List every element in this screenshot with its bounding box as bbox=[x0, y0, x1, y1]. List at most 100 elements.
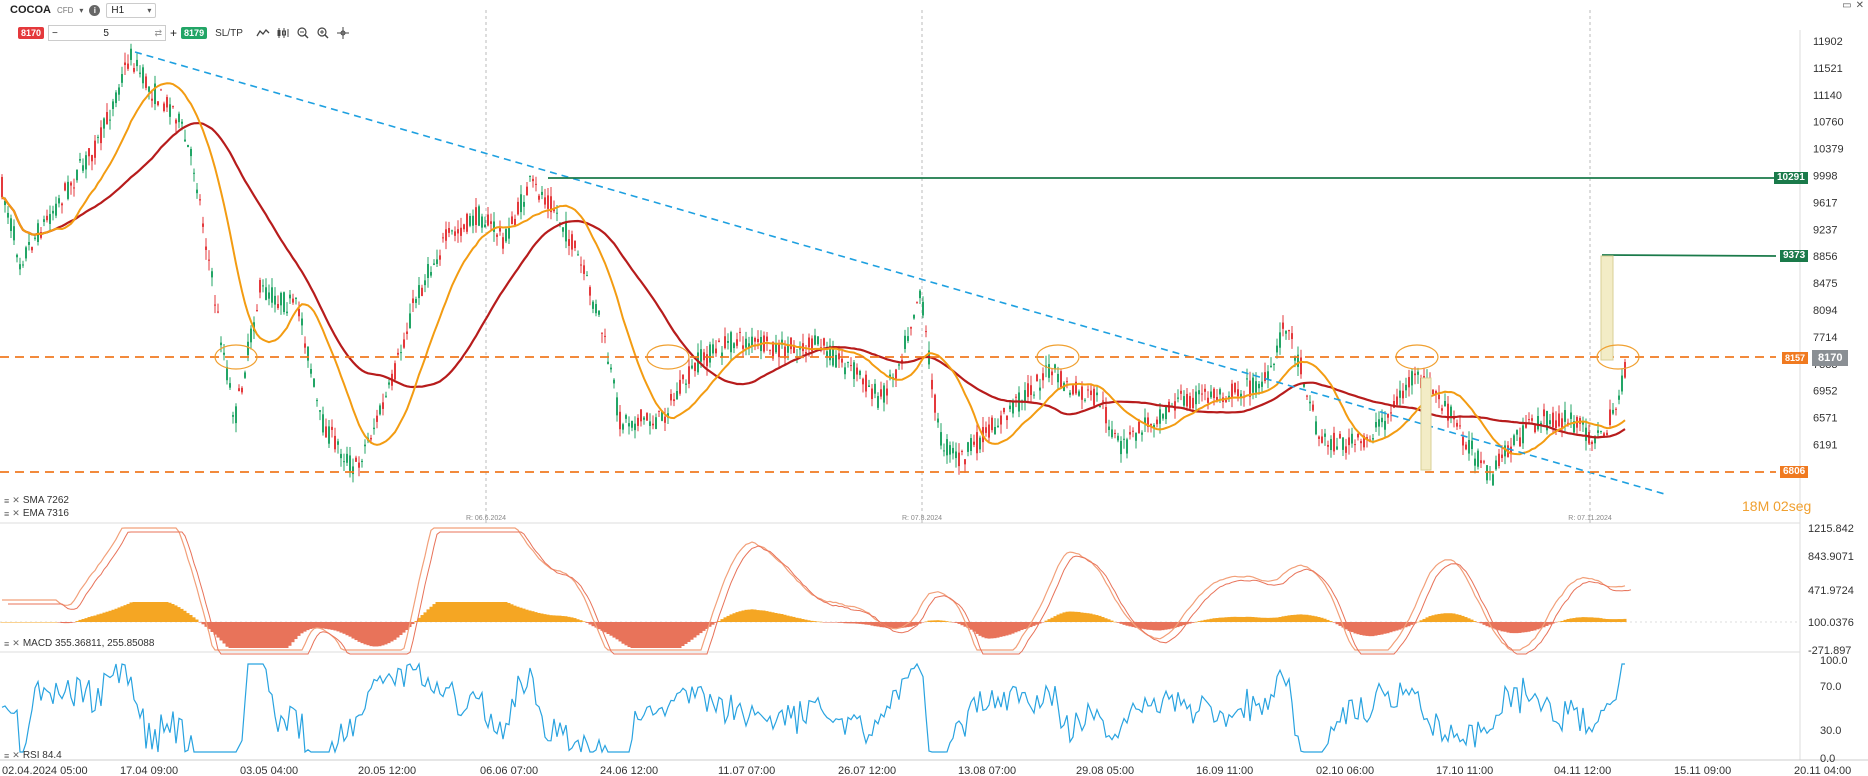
decrease-button[interactable]: − bbox=[52, 27, 58, 39]
sltp-button[interactable]: SL/TP bbox=[215, 27, 243, 39]
timeframe-select[interactable]: H1 ▾ bbox=[106, 2, 157, 18]
close-icon[interactable]: ✕ bbox=[1855, 0, 1864, 11]
rsi-line[interactable] bbox=[1, 662, 1625, 754]
date-axis-label: 20.05 12:00 bbox=[358, 765, 416, 776]
macd-bar bbox=[1572, 618, 1576, 622]
rsi-legend[interactable]: ≡ ✕ RSI 84.4 bbox=[4, 750, 62, 761]
macd-bar bbox=[795, 617, 799, 622]
zoom-out-icon[interactable] bbox=[295, 26, 311, 40]
candle-body bbox=[274, 295, 276, 305]
quantity-stepper[interactable]: − 5 ⇄ bbox=[48, 25, 167, 41]
macd-bar bbox=[1092, 614, 1096, 622]
quantity-input[interactable]: 5 bbox=[103, 27, 109, 39]
candle-body bbox=[976, 432, 978, 454]
close-icon[interactable]: ✕ bbox=[12, 508, 20, 518]
candle-body bbox=[595, 304, 597, 314]
buy-button[interactable]: 8179 bbox=[181, 27, 208, 39]
zoom-in-icon[interactable] bbox=[315, 26, 331, 40]
macd-bar bbox=[1620, 619, 1624, 622]
macd-legend[interactable]: ≡ ✕ MACD 355.36811, 255.85088 bbox=[4, 638, 154, 649]
macd-bar bbox=[420, 615, 424, 622]
candle-body bbox=[736, 339, 738, 346]
rollover-markers: R: 06.6.2024 R: 07.8.2024 R: 07.11.2024 bbox=[466, 10, 1612, 523]
maximize-icon[interactable]: ▭ bbox=[1842, 0, 1852, 11]
candle-body bbox=[634, 423, 636, 431]
macd-bar bbox=[132, 602, 136, 622]
macd-bar bbox=[771, 612, 775, 622]
candle-body bbox=[1069, 392, 1071, 395]
line-chart-icon[interactable] bbox=[255, 26, 271, 40]
candle-body bbox=[1381, 417, 1383, 423]
swap-icon[interactable]: ⇄ bbox=[154, 27, 163, 38]
macd-bar bbox=[1068, 611, 1072, 622]
candle-body bbox=[1342, 437, 1344, 450]
candle-body bbox=[1270, 365, 1272, 368]
macd-bar bbox=[1422, 618, 1426, 622]
sma-legend[interactable]: ≡ ✕ SMA 7262 bbox=[4, 495, 69, 506]
close-icon[interactable]: ✕ bbox=[12, 495, 20, 505]
macd-bar bbox=[249, 622, 253, 648]
candle-body bbox=[1411, 371, 1413, 386]
candle-body bbox=[1267, 371, 1269, 380]
macd-bar bbox=[435, 602, 439, 622]
menu-icon[interactable]: ≡ bbox=[4, 495, 10, 506]
candle-body bbox=[520, 194, 522, 213]
touch-ellipse bbox=[1395, 344, 1439, 370]
macd-signal-line[interactable] bbox=[8, 531, 1632, 655]
macd-bar bbox=[105, 611, 109, 622]
menu-icon[interactable]: ≡ bbox=[4, 638, 10, 649]
crosshair-icon[interactable] bbox=[335, 26, 351, 40]
price-axis-label: 8475 bbox=[1813, 278, 1837, 290]
macd-bar bbox=[1560, 620, 1564, 622]
macd-bar bbox=[1065, 611, 1069, 622]
price-axis-label: 6952 bbox=[1813, 386, 1837, 398]
candle-body bbox=[112, 101, 114, 109]
macd-bar bbox=[1557, 621, 1561, 623]
close-icon[interactable]: ✕ bbox=[12, 750, 20, 760]
candle-body bbox=[1249, 380, 1251, 397]
macd-bar bbox=[387, 622, 391, 644]
macd-bar bbox=[816, 621, 820, 623]
candle-body bbox=[385, 395, 387, 397]
ema-legend[interactable]: ≡ ✕ EMA 7316 bbox=[4, 508, 69, 519]
macd-bar bbox=[639, 622, 643, 648]
macd-bar bbox=[30, 622, 34, 623]
macd-bar bbox=[570, 617, 574, 622]
macd-bar bbox=[780, 614, 784, 622]
candle-body bbox=[1513, 435, 1515, 446]
candlestick-icon[interactable] bbox=[275, 26, 291, 40]
macd-bar bbox=[678, 622, 682, 648]
candle-body bbox=[649, 421, 651, 426]
macd-bar bbox=[1611, 619, 1615, 622]
menu-icon[interactable]: ≡ bbox=[4, 750, 10, 761]
candle-body bbox=[379, 405, 381, 415]
sell-button[interactable]: 8170 bbox=[18, 27, 45, 39]
candle-body bbox=[136, 59, 138, 67]
ema-line[interactable] bbox=[1, 82, 1626, 456]
macd-bar bbox=[615, 622, 619, 640]
date-axis-label: 16.09 11:00 bbox=[1196, 765, 1253, 776]
increase-button[interactable]: + bbox=[170, 26, 178, 40]
info-icon[interactable]: i bbox=[89, 4, 101, 16]
macd-bar bbox=[948, 621, 952, 623]
candle-body bbox=[1303, 383, 1305, 387]
symbol-name[interactable]: COCOA bbox=[10, 4, 51, 16]
symbol-dropdown-icon[interactable]: ▾ bbox=[79, 5, 84, 15]
macd-bar bbox=[684, 622, 688, 644]
macd-bar bbox=[828, 622, 832, 623]
date-axis-label: 29.08 05:00 bbox=[1076, 765, 1134, 776]
resistance-line-9373[interactable] bbox=[1601, 254, 1777, 257]
candle-body bbox=[301, 318, 303, 326]
sma-line[interactable] bbox=[1, 121, 1626, 439]
macd-bar bbox=[1107, 619, 1111, 622]
macd-bar bbox=[612, 622, 616, 638]
candle-body bbox=[46, 215, 48, 221]
menu-icon[interactable]: ≡ bbox=[4, 508, 10, 519]
descending-trendline[interactable] bbox=[134, 51, 1669, 496]
macd-bar bbox=[876, 622, 880, 627]
macd-bar bbox=[1434, 614, 1438, 622]
macd-bar bbox=[540, 613, 544, 622]
macd-bar bbox=[1575, 617, 1579, 622]
close-icon[interactable]: ✕ bbox=[12, 638, 20, 648]
